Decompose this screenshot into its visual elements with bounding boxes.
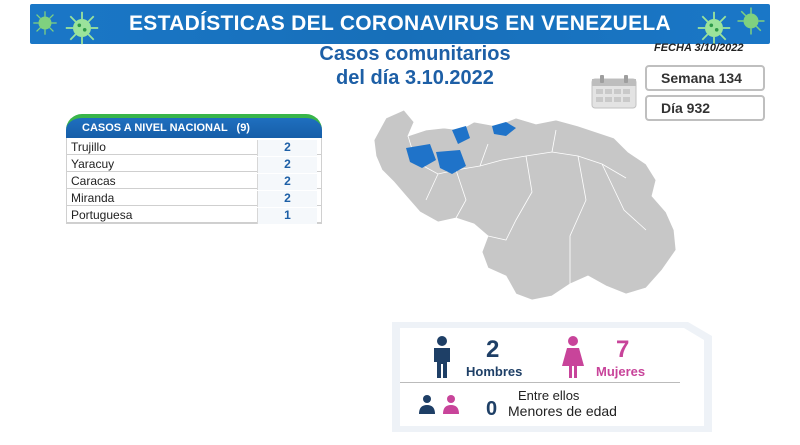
map-state-highlight xyxy=(436,150,466,174)
subtitle-line-1: Casos comunitarios xyxy=(319,43,511,65)
among-label: Entre ellos xyxy=(518,388,580,403)
subtitle-line-2: del día 3.10.2022 xyxy=(336,67,494,89)
week-badge: Semana 134 xyxy=(645,65,765,91)
virus-icon xyxy=(33,11,57,35)
table-row: Portuguesa 1 xyxy=(67,206,321,224)
map-state-highlight xyxy=(492,122,516,136)
minors-count: 0 xyxy=(486,398,498,420)
case-count: 1 xyxy=(257,208,317,224)
table-body: Trujillo 2 Yaracuy 2 Caracas 2 Miranda 2 Portugu… xyxy=(66,138,322,224)
table-total: (9) xyxy=(236,122,250,134)
children-icon xyxy=(419,395,459,414)
case-count: 2 xyxy=(257,174,317,190)
case-count: 2 xyxy=(257,140,317,156)
state-name: Portuguesa xyxy=(71,208,133,222)
women-label: Mujeres xyxy=(596,364,646,379)
minors-label: Menores de edad xyxy=(508,403,617,419)
woman-icon xyxy=(562,336,584,378)
virus-icon xyxy=(65,11,99,45)
man-icon xyxy=(434,336,450,378)
report-date: FECHA 3/10/2022 xyxy=(654,42,744,54)
demographics-card xyxy=(392,322,712,432)
state-name: Miranda xyxy=(71,191,115,205)
case-count: 2 xyxy=(257,157,317,173)
table-header-label: CASOS A NIVEL NACIONAL xyxy=(82,122,228,134)
table-row: Caracas 2 xyxy=(67,172,321,190)
case-count: 2 xyxy=(257,191,317,207)
header-banner: ESTADÍSTICAS DEL CORONAVIRUS EN VENEZUEL… xyxy=(30,4,770,45)
virus-icon xyxy=(737,7,765,35)
state-name: Caracas xyxy=(71,174,116,188)
women-count: 7 xyxy=(616,336,630,363)
divider xyxy=(400,382,680,383)
table-header: CASOS A NIVEL NACIONAL (9) xyxy=(66,114,322,138)
page-title: ESTADÍSTICAS DEL CORONAVIRUS EN VENEZUEL… xyxy=(128,12,672,35)
calendar-icon xyxy=(591,75,637,109)
state-name: Trujillo xyxy=(71,140,106,154)
men-count: 2 xyxy=(486,336,500,363)
map-state-highlight xyxy=(406,144,436,168)
table-row: Miranda 2 xyxy=(67,189,321,207)
table-row: Trujillo 2 xyxy=(67,138,321,156)
virus-icon xyxy=(697,11,731,45)
map-state-highlight xyxy=(452,126,470,144)
day-badge: Día 932 xyxy=(645,95,765,121)
table-row: Yaracuy 2 xyxy=(67,155,321,173)
state-name: Yaracuy xyxy=(71,157,115,171)
cases-table: CASOS A NIVEL NACIONAL (9) Trujillo 2 Yara… xyxy=(66,114,322,224)
men-label: Hombres xyxy=(466,364,523,379)
venezuela-map xyxy=(373,109,677,301)
